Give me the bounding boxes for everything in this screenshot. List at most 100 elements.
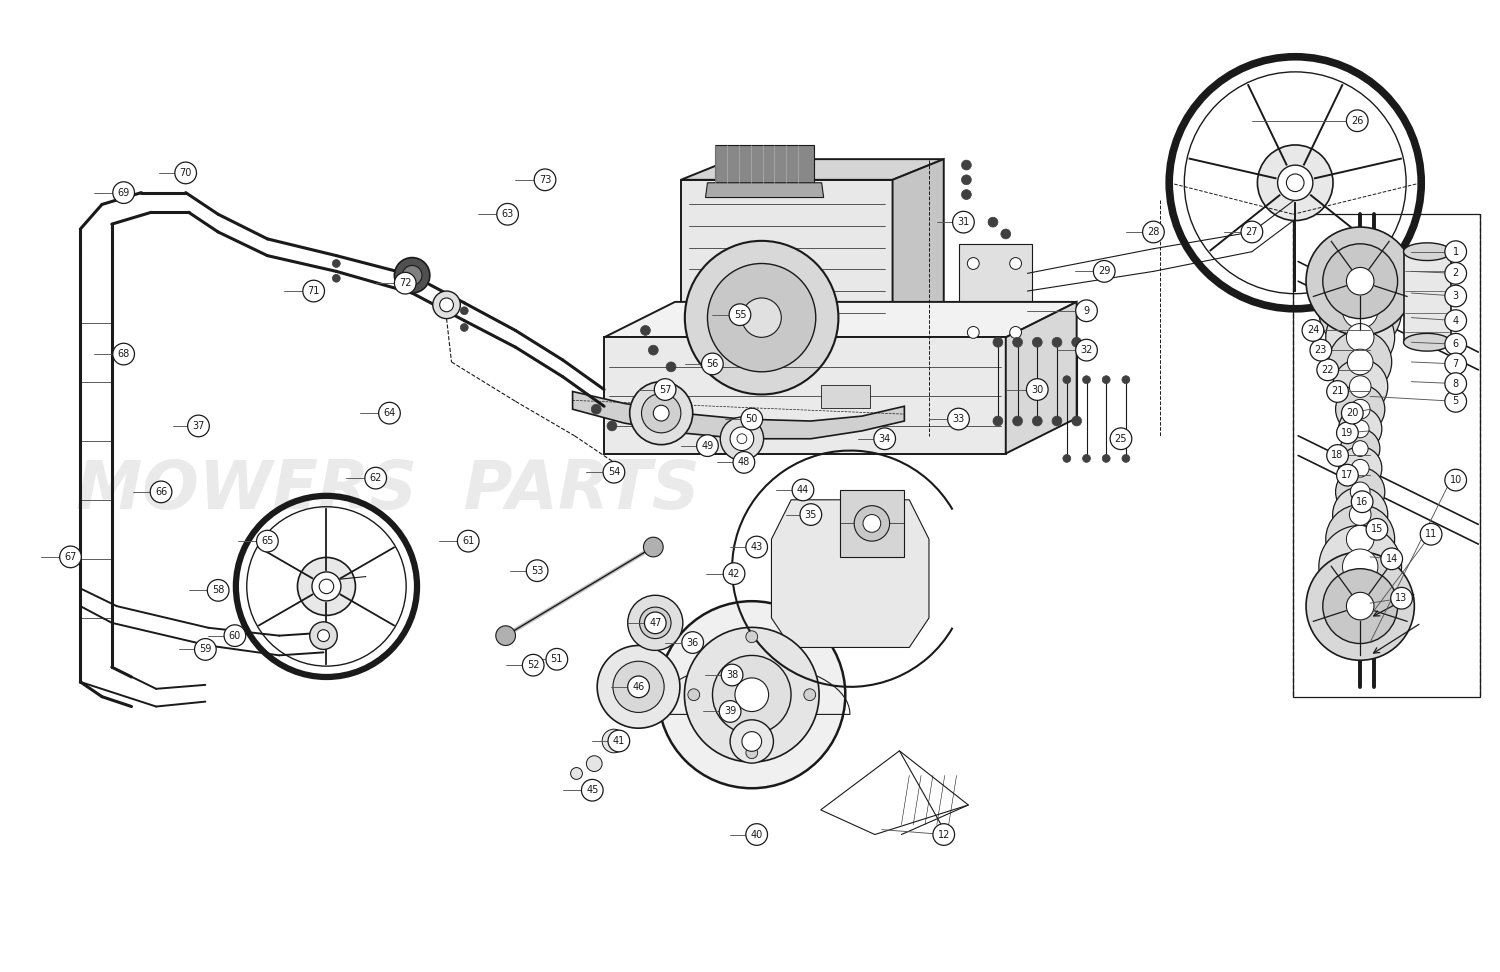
Circle shape bbox=[735, 454, 753, 471]
Text: 49: 49 bbox=[702, 440, 714, 451]
Circle shape bbox=[1444, 469, 1467, 491]
Circle shape bbox=[591, 404, 602, 414]
Text: 67: 67 bbox=[64, 552, 76, 562]
Text: 22: 22 bbox=[1322, 364, 1334, 375]
Circle shape bbox=[734, 452, 754, 473]
Circle shape bbox=[1336, 465, 1358, 486]
Circle shape bbox=[948, 408, 969, 430]
Polygon shape bbox=[573, 392, 904, 438]
Circle shape bbox=[433, 291, 460, 319]
Text: 13: 13 bbox=[1395, 593, 1407, 604]
Circle shape bbox=[952, 211, 975, 233]
Polygon shape bbox=[604, 302, 1077, 337]
Circle shape bbox=[1338, 446, 1382, 490]
Circle shape bbox=[150, 481, 172, 503]
Circle shape bbox=[1390, 587, 1413, 609]
Circle shape bbox=[708, 263, 816, 372]
Circle shape bbox=[176, 162, 196, 184]
Circle shape bbox=[224, 625, 246, 646]
Text: 47: 47 bbox=[650, 618, 662, 628]
Circle shape bbox=[112, 182, 135, 203]
Ellipse shape bbox=[1404, 333, 1450, 351]
Circle shape bbox=[303, 280, 324, 302]
Circle shape bbox=[684, 627, 819, 762]
Circle shape bbox=[1323, 569, 1398, 643]
Text: 8: 8 bbox=[1452, 379, 1460, 389]
Circle shape bbox=[627, 595, 682, 650]
Polygon shape bbox=[716, 146, 815, 183]
Circle shape bbox=[746, 746, 758, 758]
Polygon shape bbox=[1007, 302, 1077, 454]
Text: 64: 64 bbox=[384, 408, 396, 418]
Circle shape bbox=[1306, 227, 1414, 335]
Circle shape bbox=[742, 732, 762, 751]
Circle shape bbox=[730, 427, 753, 451]
Circle shape bbox=[1382, 548, 1402, 570]
Text: 56: 56 bbox=[706, 359, 718, 369]
Text: 29: 29 bbox=[1098, 266, 1110, 276]
Text: 66: 66 bbox=[154, 487, 166, 497]
Circle shape bbox=[688, 689, 699, 701]
Text: 25: 25 bbox=[1114, 434, 1126, 444]
Circle shape bbox=[1347, 592, 1374, 620]
Circle shape bbox=[654, 405, 669, 421]
Text: 54: 54 bbox=[608, 468, 619, 477]
Circle shape bbox=[1143, 222, 1164, 243]
Ellipse shape bbox=[1404, 243, 1450, 260]
Circle shape bbox=[1332, 487, 1388, 542]
Text: 52: 52 bbox=[526, 660, 540, 670]
Polygon shape bbox=[821, 385, 870, 408]
Circle shape bbox=[496, 626, 516, 645]
Text: 3: 3 bbox=[1452, 291, 1460, 301]
Circle shape bbox=[297, 557, 356, 615]
Circle shape bbox=[1366, 518, 1388, 540]
Text: 35: 35 bbox=[804, 509, 818, 520]
Circle shape bbox=[1326, 303, 1395, 372]
Polygon shape bbox=[840, 490, 904, 557]
Circle shape bbox=[746, 823, 768, 846]
Circle shape bbox=[496, 203, 519, 226]
Circle shape bbox=[364, 468, 387, 489]
Circle shape bbox=[968, 327, 980, 338]
Text: 28: 28 bbox=[1148, 227, 1160, 237]
Circle shape bbox=[700, 438, 714, 453]
Circle shape bbox=[627, 676, 650, 698]
Circle shape bbox=[1350, 376, 1371, 398]
Text: 41: 41 bbox=[612, 736, 626, 746]
Polygon shape bbox=[681, 159, 944, 180]
Circle shape bbox=[1444, 373, 1467, 395]
Circle shape bbox=[522, 654, 544, 676]
Text: 72: 72 bbox=[399, 278, 411, 288]
Text: 18: 18 bbox=[1332, 450, 1344, 461]
Text: 15: 15 bbox=[1371, 524, 1383, 535]
Text: 2: 2 bbox=[1452, 268, 1460, 278]
Circle shape bbox=[742, 298, 782, 337]
Circle shape bbox=[682, 632, 703, 653]
Text: 1: 1 bbox=[1452, 247, 1460, 257]
Text: 14: 14 bbox=[1386, 554, 1398, 564]
Circle shape bbox=[526, 560, 548, 581]
Text: 9: 9 bbox=[1083, 306, 1089, 316]
Circle shape bbox=[1071, 416, 1082, 426]
Polygon shape bbox=[1404, 252, 1450, 342]
Circle shape bbox=[1326, 504, 1395, 573]
Text: 19: 19 bbox=[1341, 428, 1353, 437]
Circle shape bbox=[1347, 324, 1374, 351]
Circle shape bbox=[608, 421, 616, 431]
Circle shape bbox=[1310, 339, 1332, 361]
Circle shape bbox=[748, 538, 765, 556]
Circle shape bbox=[962, 175, 972, 185]
Text: 51: 51 bbox=[550, 654, 562, 664]
Circle shape bbox=[628, 677, 648, 697]
Circle shape bbox=[460, 324, 468, 331]
Text: 70: 70 bbox=[180, 168, 192, 178]
Circle shape bbox=[746, 631, 758, 642]
Circle shape bbox=[1444, 391, 1467, 412]
Circle shape bbox=[1444, 310, 1467, 331]
Circle shape bbox=[1347, 267, 1374, 295]
Circle shape bbox=[1353, 440, 1368, 457]
Text: 31: 31 bbox=[957, 217, 969, 227]
Circle shape bbox=[597, 645, 680, 728]
Circle shape bbox=[988, 217, 998, 227]
Circle shape bbox=[723, 563, 746, 584]
